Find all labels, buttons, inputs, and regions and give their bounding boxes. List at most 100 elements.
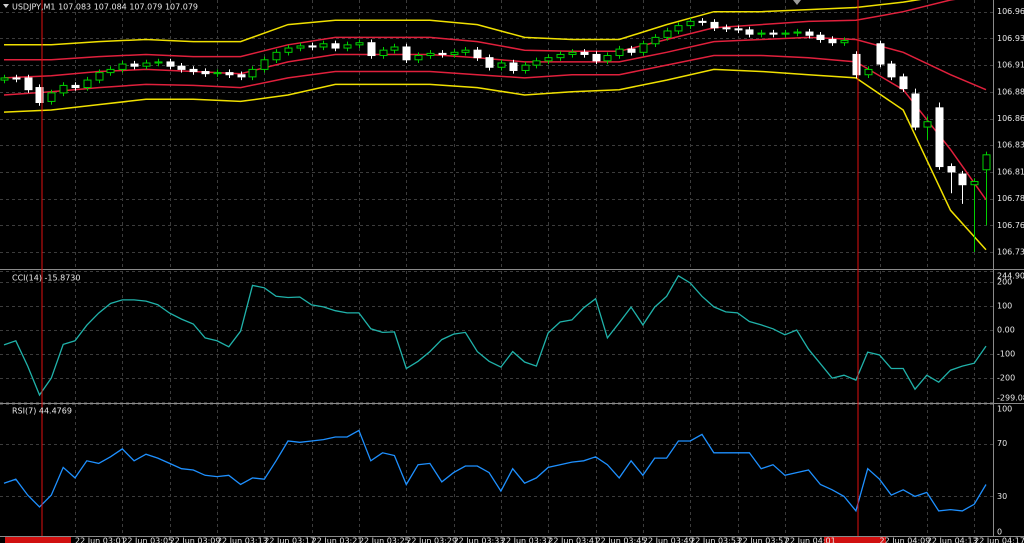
y-tick-label: 0.00 bbox=[997, 325, 1015, 334]
candle-body bbox=[438, 52, 447, 55]
y-tick-label: 30 bbox=[997, 492, 1007, 501]
candle-body bbox=[852, 53, 861, 76]
candle-body bbox=[734, 28, 743, 31]
indicator-line bbox=[3, 274, 987, 397]
candle-body bbox=[757, 32, 766, 35]
x-tick-label: 22 Jun 03:05 bbox=[122, 537, 173, 543]
candle-body bbox=[177, 65, 186, 70]
candle-body bbox=[710, 21, 719, 29]
candle-body bbox=[828, 39, 837, 44]
candle-body bbox=[308, 45, 317, 48]
candle-body bbox=[473, 49, 482, 59]
x-tick-label: 22 Jun 03:01 bbox=[75, 537, 126, 543]
candle-body bbox=[568, 51, 577, 55]
candle-body bbox=[592, 53, 601, 62]
candle-body bbox=[24, 77, 33, 91]
x-tick-label: 22 Jun 03:33 bbox=[454, 537, 505, 543]
candle-body bbox=[509, 62, 518, 71]
panel-title: RSI(7) 44.4769 bbox=[12, 407, 72, 416]
x-tick-label: 22 Jun 03:37 bbox=[501, 537, 552, 543]
candle-body bbox=[698, 20, 707, 23]
candle-body bbox=[982, 154, 991, 171]
candle-body bbox=[532, 60, 541, 66]
candle-body bbox=[35, 87, 44, 104]
band-line bbox=[3, 68, 987, 251]
panel-title: CCI(14) -15.8730 bbox=[12, 274, 80, 283]
x-tick-label: 22 Jun 03:49 bbox=[643, 537, 694, 543]
candle-body bbox=[651, 36, 660, 45]
candle-body bbox=[722, 27, 731, 30]
y-tick-label: 0 bbox=[997, 528, 1002, 537]
x-tick-label: 22 Jun 03:57 bbox=[738, 537, 789, 543]
x-tick-label: 22 Jun 03:13 bbox=[217, 537, 268, 543]
candle-body bbox=[59, 84, 68, 94]
candle-body bbox=[402, 46, 411, 61]
candle-body bbox=[864, 68, 873, 76]
x-tick-label: 22 Jun 03:09 bbox=[170, 537, 221, 543]
candle-body bbox=[296, 45, 305, 49]
marker-label bbox=[824, 537, 886, 543]
y-tick-label: 100 bbox=[997, 405, 1012, 414]
candle-body bbox=[876, 43, 885, 65]
y-tick-label: 106.860 bbox=[997, 114, 1024, 123]
x-tick-label: 22 Jun 03:25 bbox=[359, 537, 410, 543]
candle-body bbox=[816, 34, 825, 41]
x-tick-label: 22 Jun 03:17 bbox=[264, 537, 315, 543]
candle-body bbox=[390, 46, 399, 51]
candle-body bbox=[130, 63, 139, 67]
y-tick-label: 106.885 bbox=[997, 87, 1024, 96]
candle-body bbox=[627, 48, 636, 53]
y-tick-label: -200 bbox=[997, 374, 1015, 383]
indicator-line bbox=[3, 429, 987, 513]
candle-body bbox=[958, 173, 967, 186]
band-line bbox=[4, 0, 922, 46]
candle-body bbox=[970, 181, 979, 186]
price-panel bbox=[0, 0, 991, 252]
y-tick-label: 106.785 bbox=[997, 194, 1024, 203]
candle-body bbox=[284, 47, 293, 53]
candle-body bbox=[556, 53, 565, 59]
candle-body bbox=[225, 72, 234, 76]
y-tick-label: 200 bbox=[997, 277, 1012, 286]
candle-body bbox=[686, 20, 695, 27]
x-tick-label: 22 Jun 04:01 bbox=[785, 537, 836, 543]
y-tick-label: 106.810 bbox=[997, 167, 1024, 176]
candle-body bbox=[805, 31, 814, 36]
x-tick-label: 22 Jun 03:45 bbox=[596, 537, 647, 543]
candle-body bbox=[47, 92, 56, 102]
y-tick-label: 106.735 bbox=[997, 247, 1024, 256]
band-line bbox=[3, 54, 987, 201]
y-tick-label: -100 bbox=[997, 350, 1015, 359]
grid-layer bbox=[0, 0, 993, 537]
candle-body bbox=[414, 55, 423, 61]
candle-body bbox=[12, 77, 21, 80]
candle-body bbox=[142, 62, 151, 67]
candle-body bbox=[615, 48, 624, 57]
candle-body bbox=[189, 68, 198, 73]
shift-marker bbox=[793, 0, 801, 5]
candle-body bbox=[166, 61, 175, 67]
candle-body bbox=[71, 84, 80, 89]
candle-body bbox=[947, 166, 956, 173]
candle-body bbox=[603, 55, 612, 62]
y-tick-label: 106.835 bbox=[997, 141, 1024, 150]
candle-body bbox=[793, 31, 802, 34]
candle-body bbox=[769, 32, 778, 35]
candle-body bbox=[355, 42, 364, 46]
x-tick-label: 22 Jun 03:53 bbox=[690, 537, 741, 543]
candle-body bbox=[663, 30, 672, 38]
candle-body bbox=[154, 61, 163, 64]
candle-body bbox=[485, 57, 494, 68]
candle-body bbox=[248, 68, 257, 78]
candle-body bbox=[781, 32, 790, 35]
y-tick-label: 106.760 bbox=[997, 221, 1024, 230]
y-tick-label: 100 bbox=[997, 301, 1012, 310]
candle-body bbox=[639, 43, 648, 53]
y-tick-label: 106.960 bbox=[997, 7, 1024, 16]
candle-body bbox=[899, 76, 908, 90]
candle-body bbox=[343, 44, 352, 49]
y-tick-label: 70 bbox=[997, 439, 1007, 448]
